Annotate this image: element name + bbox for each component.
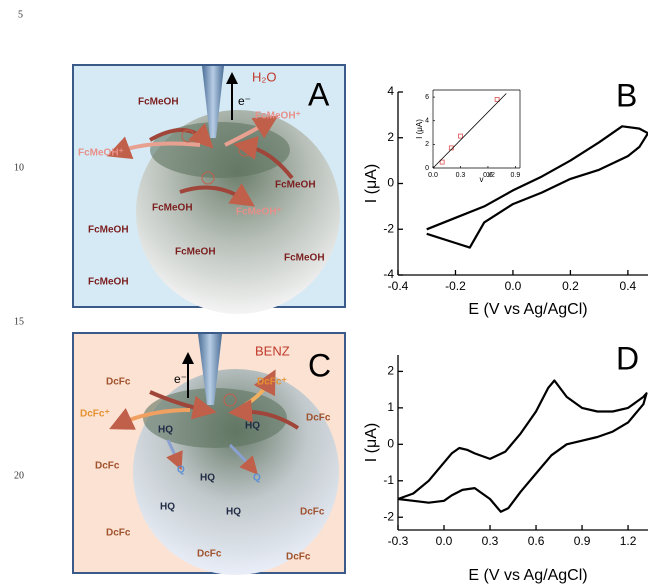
x-tick-label: 0.2: [562, 279, 579, 293]
line-number: 5: [18, 9, 23, 20]
y-tick-label: 0: [387, 176, 394, 190]
x-tick-label: 0.0: [436, 534, 453, 548]
x-tick-label: 0.0: [505, 279, 522, 293]
species-label: FcMeOH: [175, 247, 216, 258]
y-tick-label: -1: [383, 473, 394, 487]
y-tick-label: 1: [387, 400, 394, 414]
reagent-label: BENZ: [255, 343, 290, 358]
panel-c: BENZ e⁻ C DcFc DcFc⁺ DcFc⁺ DcFc HQ HQ Dc…: [72, 332, 346, 575]
species-label: FcMeOH⁺: [236, 207, 282, 218]
species-label: HQ: [158, 425, 173, 436]
species-label: DcFc: [106, 377, 131, 388]
arrow: [228, 443, 258, 475]
x-tick-label: -0.4: [388, 279, 409, 293]
species-label: FcMeOH⁺: [255, 111, 301, 122]
arrow: [179, 183, 255, 207]
x-tick-label: 1.2: [620, 534, 637, 548]
x-tick-label: 0.3: [456, 172, 466, 179]
arrow: [233, 136, 294, 180]
species-label: DcFc: [306, 413, 331, 424]
species-label: FcMeOH: [88, 225, 129, 236]
species-label: HQ: [160, 502, 175, 513]
x-tick-label: 0.3: [482, 534, 499, 548]
panel-a: H₂O e⁻ A FcMeOH FcMeOH⁺ FcMeOH⁺ FcMeOH F…: [72, 64, 346, 314]
species-label: DcFc: [95, 461, 120, 472]
species-label: DcFc⁺: [80, 409, 110, 420]
y-axis-label: I (μA): [415, 119, 424, 139]
arrow: [149, 123, 214, 149]
plus-sign: [201, 171, 215, 185]
curve: [397, 379, 648, 513]
panel-letter: A: [308, 76, 330, 112]
electron-label: e⁻: [174, 372, 187, 386]
arrow: [109, 408, 191, 430]
species-label: FcMeOH: [138, 97, 179, 108]
pipette: [198, 334, 222, 405]
x-axis-label: E (V vs Ag/AgCl): [468, 301, 587, 318]
species-label: HQ: [226, 507, 241, 518]
x-axis-label: E (V vs Ag/AgCl): [468, 567, 587, 584]
y-tick-label: 2: [387, 130, 394, 144]
point: [439, 159, 445, 165]
y-axis-label: I (μA): [363, 164, 380, 203]
plus-sign: [238, 143, 252, 157]
species-label: FcMeOH: [275, 180, 316, 191]
arrow: [149, 390, 217, 420]
pipette: [202, 66, 224, 138]
arrow: [228, 399, 300, 430]
species-label: FcMeOH: [88, 277, 129, 288]
y-tick-label: 0: [387, 436, 394, 450]
panel-letter: B: [616, 77, 637, 113]
point: [494, 97, 500, 102]
panel-letter: D: [616, 340, 639, 376]
species-label: DcFc⁺: [257, 377, 287, 388]
plus-sign: [223, 393, 237, 407]
species-label: HQ: [245, 421, 260, 432]
y-tick-label: 0: [425, 165, 429, 172]
x-tick-label: -0.3: [388, 534, 409, 548]
x-axis-label: v: [480, 175, 484, 184]
point: [458, 133, 463, 139]
y-tick-label: 2: [425, 141, 429, 148]
y-tick-label: 6: [425, 94, 429, 101]
species-label: DcFc: [197, 549, 222, 560]
y-axis-label: I (μA): [363, 423, 380, 462]
x-axis-label-sup: 1/2: [487, 173, 496, 179]
species-label: Q: [253, 473, 261, 484]
x-tick-label: 0.9: [511, 172, 521, 179]
x-tick-label: 0.4: [620, 279, 637, 293]
species-label: DcFc: [300, 507, 325, 518]
curve: [426, 125, 648, 249]
y-tick-label: 4: [425, 118, 429, 125]
species-label: DcFc: [286, 552, 311, 563]
curve: [432, 93, 507, 169]
y-tick-label: 2: [387, 364, 394, 378]
arrow: [166, 439, 183, 471]
line-number: 20: [14, 470, 24, 481]
arrow: [106, 136, 201, 160]
species-label: FcMeOH⁺: [78, 148, 124, 159]
plus-sign: [181, 129, 195, 143]
arrow: [224, 115, 279, 147]
x-tick-label: 0.6: [483, 172, 493, 179]
y-tick-label: -2: [383, 509, 394, 523]
species-label: FcMeOH: [152, 203, 193, 214]
line-number: 15: [14, 316, 24, 327]
species-label: DcFc: [106, 528, 131, 539]
line-number: 10: [14, 162, 24, 173]
species-label: HQ: [200, 473, 215, 484]
x-tick-label: 0.9: [574, 534, 591, 548]
y-tick-label: -4: [383, 267, 394, 281]
y-tick-label: -2: [383, 221, 394, 235]
species-label: FcMeOH: [284, 253, 325, 264]
y-tick-label: 4: [387, 84, 394, 98]
electron-label: e⁻: [238, 94, 251, 108]
x-tick-label: 0.0: [428, 172, 438, 179]
water-label: H₂O: [252, 69, 277, 84]
x-tick-label: 0.6: [528, 534, 545, 548]
x-tick-label: -0.2: [445, 279, 466, 293]
panel-letter: C: [308, 347, 331, 383]
species-label: Q: [177, 465, 185, 476]
